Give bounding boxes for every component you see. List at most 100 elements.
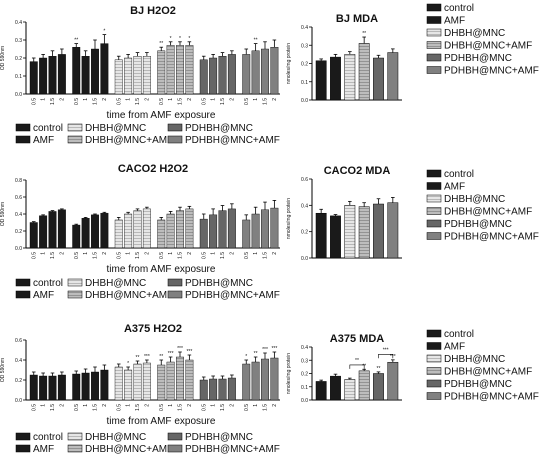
x-tick-label: 2 [272,98,278,101]
y-axis-label: nmoles/mg protein [286,43,292,84]
x-tick-label: 1.5 [93,252,99,259]
x-tick-label: 0.5 [159,404,165,411]
bar [315,381,327,401]
x-tick-label: 1.5 [93,98,99,105]
legend-label: DHBH@MNC [85,278,146,289]
legend-swatch [67,123,83,132]
bar [72,47,81,95]
legend-swatch [167,278,183,287]
bar [227,208,236,249]
bar [227,54,236,95]
bar [218,378,227,401]
x-tick-label: 1 [253,252,259,255]
x-tick-label: 1 [253,404,259,407]
legend-swatch [426,342,442,350]
significance-label: *** [144,354,150,360]
legend-label: PDHBH@MNC+AMF [444,392,539,403]
legend-swatch [15,432,31,441]
x-tick-label: 1.5 [178,404,184,411]
bar [344,205,356,259]
legend-label: PDHBH@MNC+AMF [444,232,539,243]
legend-label: DHBH@MNC [85,123,146,134]
bar [157,50,166,95]
x-tick-label: 2 [187,252,193,255]
bar [29,374,38,401]
legend-swatch [426,392,442,400]
legend-label: DHBH@MNC+AMF [85,290,173,301]
bar [261,209,269,249]
bar [199,218,208,249]
legend-swatch [426,219,442,228]
x-tick-label: 1.5 [135,98,141,105]
y-tick-label: 0.6 [301,177,308,183]
bar [270,207,279,249]
bar [227,377,236,401]
significance-label: ** [136,355,140,361]
bar [176,356,184,401]
x-tick-label: 1 [168,252,174,255]
legend-swatch [167,123,183,132]
legend-swatch [15,123,31,132]
x-tick-label: 0.5 [244,404,250,411]
x-tick-label: 1 [126,404,132,407]
y-axis-label: nmoles/mg protein [286,198,292,239]
bar [358,206,370,259]
x-tick-label: 0.5 [116,404,122,411]
bar [387,202,399,259]
chart-title: CACO2 H2O2 [118,163,188,175]
x-tick-label: 2 [187,98,193,101]
bar [91,214,99,249]
x-tick-label: 0.5 [31,98,37,105]
bar [39,57,48,95]
bar [387,361,399,401]
x-tick-label: 2 [187,404,193,407]
significance-label: * [245,354,247,360]
chart-title: CACO2 MDA [324,165,391,177]
legend-swatch [426,182,442,190]
legend-label: control [444,3,474,14]
y-tick-label: 0.0 [301,98,308,104]
x-tick-label: 1.5 [50,404,56,411]
bar [330,215,341,259]
legend-label: PDHBH@MNC [185,123,253,134]
significance-label: *** [186,349,192,355]
legend-label: AMF [33,444,54,455]
significance-label: ** [362,31,366,37]
y-tick-label: 0.0 [301,398,308,404]
legend-label: AMF [444,342,465,353]
bar [72,373,81,401]
legend-label: DHBH@MNC [444,354,505,365]
y-tick-label: 0.2 [301,372,308,378]
x-tick-label: 2 [59,404,65,407]
y-tick-label: 0.4 [15,20,22,26]
x-tick-label: 2 [272,252,278,255]
chart-title: BJ H2O2 [130,5,176,17]
legend-swatch [426,232,442,240]
chart-5: A375 MDA nmoles/mg protein 0.0 0.1 0.2 0.3 0.4… [286,333,402,404]
y-tick-label: 0.2 [301,230,308,236]
legend-label: PDHBH@MNC [185,278,253,289]
bar [209,378,218,401]
bar [344,54,356,101]
legend-swatch [426,329,442,338]
legend-swatch [426,354,442,363]
x-tick-label: 1.5 [263,98,269,105]
significance-label: * [179,36,181,42]
bar [199,59,208,95]
chart-title: BJ MDA [336,13,378,25]
legend-swatch [67,290,83,299]
legend-label: PDHBH@MNC+AMF [185,444,280,455]
bar [124,57,133,95]
legend-swatch [426,16,442,24]
x-tick-label: 1.5 [50,98,56,105]
x-tick-label: 1.5 [220,404,226,411]
x-tick-label: 1.5 [220,252,226,259]
bar [242,54,251,95]
bar [133,363,142,401]
legend-label: control [33,278,63,289]
bar [261,358,269,401]
significance-label: ** [159,41,163,47]
x-tick-label: 1 [126,252,132,255]
bar [218,210,227,249]
